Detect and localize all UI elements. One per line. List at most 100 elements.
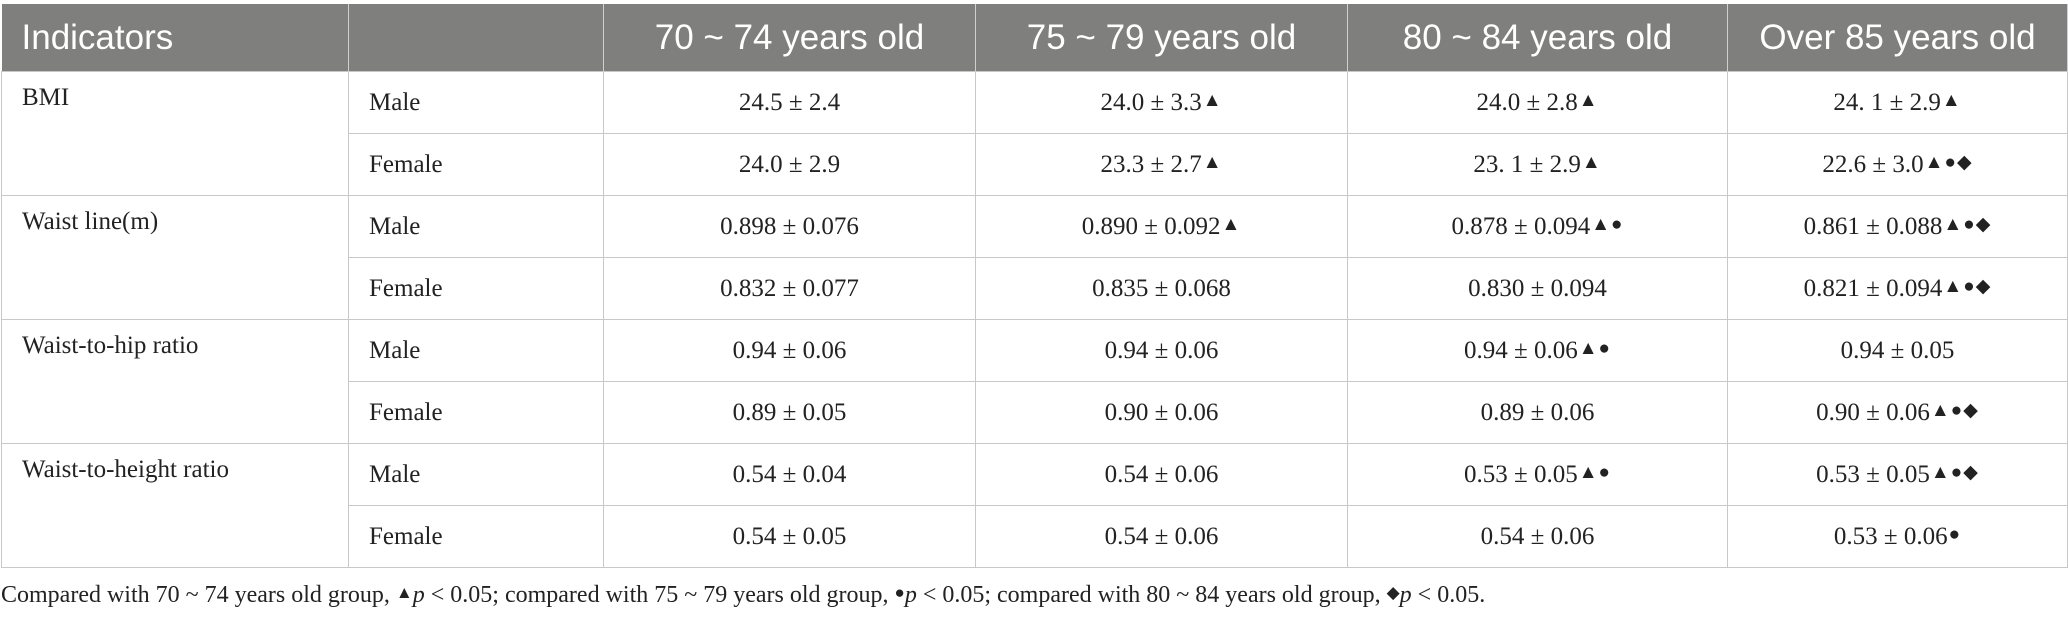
footnote-text: < 0.05; compared with 75 ~ 79 years old … [424, 582, 895, 608]
value-cell: 0.89 ± 0.05 [603, 381, 976, 444]
value-cell: 0.54 ± 0.06 [1347, 505, 1728, 568]
results-table: Indicators 70 ~ 74 years old 75 ~ 79 yea… [1, 4, 2068, 568]
value-cell: 24.5 ± 2.4 [603, 71, 976, 134]
value-cell: 0.861 ± 0.088▲●◆ [1727, 195, 2068, 258]
value-text: 0.54 ± 0.05 [732, 522, 847, 550]
value-text: 0.90 ± 0.06 [1104, 398, 1219, 426]
significance-marker-icon: ▲ [1578, 89, 1599, 111]
value-text: 0.54 ± 0.04 [732, 460, 847, 488]
value-cell: 0.890 ± 0.092▲ [975, 195, 1348, 258]
value-cell: 0.878 ± 0.094▲● [1347, 195, 1728, 258]
value-cell: 0.94 ± 0.06 [975, 319, 1348, 382]
value-cell: 0.90 ± 0.06 [975, 381, 1348, 444]
sex-label: Female [348, 505, 604, 568]
p-symbol: p [904, 582, 917, 608]
value-text: 0.94 ± 0.06 [732, 336, 847, 364]
triangle-marker-icon: ▲ [395, 583, 413, 602]
footnote-text: < 0.05. [1411, 582, 1486, 608]
significance-marker-icon: ▲●◆ [1930, 399, 1979, 421]
value-cell: 24.0 ± 2.8▲ [1347, 71, 1728, 134]
value-cell: 22.6 ± 3.0▲●◆ [1727, 133, 2068, 196]
value-text: 24.0 ± 3.3 [1100, 88, 1202, 116]
significance-marker-icon: ▲ [1941, 89, 1962, 111]
value-text: 0.94 ± 0.06 [1463, 336, 1578, 364]
value-text: 24.5 ± 2.4 [738, 88, 841, 116]
value-cell: 0.94 ± 0.05 [1727, 319, 2068, 382]
significance-marker-icon: ▲● [1591, 213, 1624, 235]
value-text: 0.835 ± 0.068 [1092, 274, 1231, 302]
table-row: Female 0.89 ± 0.05 0.90 ± 0.06 0.89 ± 0.06 0… [2, 381, 2068, 444]
significance-marker-icon: ▲●◆ [1930, 461, 1979, 483]
value-text: 0.53 ± 0.05 [1816, 460, 1930, 488]
table-row: Female 0.832 ± 0.077 0.835 ± 0.068 0.830 ± … [2, 257, 2068, 320]
value-cell: 24.0 ± 2.9 [603, 133, 976, 196]
significance-marker-icon: ▲ [1221, 213, 1242, 235]
indicator-label: Waist-to-hip ratio [1, 319, 349, 444]
header-row: Indicators 70 ~ 74 years old 75 ~ 79 yea… [1, 4, 2068, 72]
header-age-80-84: 80 ~ 84 years old [1347, 4, 1728, 72]
value-cell: 0.821 ± 0.094▲●◆ [1727, 257, 2068, 320]
value-cell: 0.53 ± 0.06● [1727, 505, 2068, 568]
p-symbol: p [412, 582, 425, 608]
value-text: 22.6 ± 3.0 [1822, 150, 1924, 178]
table-row: Waist-to-height ratio Male 0.54 ± 0.04 0.54… [1, 443, 2068, 568]
value-cell: 0.54 ± 0.05 [603, 505, 976, 568]
table-row: Waist-to-hip ratio Male 0.94 ± 0.06 0.94 ± … [1, 319, 2068, 444]
table-row: Female 24.0 ± 2.9 23.3 ± 2.7▲ 23. 1 ± 2.9▲ 2… [2, 133, 2068, 196]
value-cell: 0.54 ± 0.06 [975, 443, 1348, 506]
p-symbol: p [1399, 582, 1412, 608]
value-cell: 0.90 ± 0.06▲●◆ [1727, 381, 2068, 444]
value-cell: 0.53 ± 0.05▲●◆ [1727, 443, 2068, 506]
footnote-text: < 0.05; compared with 80 ~ 84 years old … [916, 582, 1387, 608]
significance-marker-icon: ● [1948, 523, 1962, 545]
value-cell: 0.832 ± 0.077 [603, 257, 976, 320]
value-cell: 0.53 ± 0.05▲● [1347, 443, 1728, 506]
diamond-marker-icon: ◆ [1386, 583, 1400, 602]
value-text: 0.898 ± 0.076 [720, 212, 859, 240]
value-cell: 24.0 ± 3.3▲ [975, 71, 1348, 134]
significance-marker-icon: ▲● [1578, 337, 1611, 359]
value-cell: 23. 1 ± 2.9▲ [1347, 133, 1728, 196]
value-cell: 0.835 ± 0.068 [975, 257, 1348, 320]
significance-marker-icon: ▲●◆ [1924, 151, 1973, 173]
sex-label: Female [348, 381, 604, 444]
value-text: 0.821 ± 0.094 [1803, 274, 1943, 302]
value-text: 0.832 ± 0.077 [720, 274, 859, 302]
value-text: 0.89 ± 0.05 [732, 398, 847, 426]
value-cell: 0.830 ± 0.094 [1347, 257, 1728, 320]
value-text: 0.890 ± 0.092 [1081, 212, 1221, 240]
value-cell: 23.3 ± 2.7▲ [975, 133, 1348, 196]
value-text: 24.0 ± 2.8 [1476, 88, 1578, 116]
value-text: 0.54 ± 0.06 [1104, 460, 1219, 488]
sex-label: Male [348, 71, 604, 134]
value-text: 0.53 ± 0.06 [1833, 522, 1948, 550]
significance-marker-icon: ▲ [1581, 151, 1602, 173]
value-cell: 0.94 ± 0.06 [603, 319, 976, 382]
value-text: 0.94 ± 0.06 [1104, 336, 1219, 364]
footnote: Compared with 70 ~ 74 years old group, ▲… [1, 582, 1485, 609]
significance-marker-icon: ▲ [1202, 151, 1223, 173]
value-cell: 0.94 ± 0.06▲● [1347, 319, 1728, 382]
footnote-text: Compared with 70 ~ 74 years old group, [1, 582, 396, 608]
significance-marker-icon: ▲●◆ [1943, 275, 1992, 297]
table-row: BMI Male 24.5 ± 2.4 24.0 ± 3.3▲ 24.0 ± 2.8▲ 2… [1, 71, 2068, 196]
significance-marker-icon: ▲●◆ [1943, 213, 1992, 235]
indicator-label: Waist-to-height ratio [1, 443, 349, 568]
indicator-label: Waist line(m) [1, 195, 349, 320]
sex-label: Female [348, 257, 604, 320]
value-text: 0.830 ± 0.094 [1468, 274, 1607, 302]
header-sex [348, 4, 604, 72]
header-indicators: Indicators [1, 4, 349, 72]
value-text: 0.861 ± 0.088 [1803, 212, 1943, 240]
value-cell: 0.54 ± 0.06 [975, 505, 1348, 568]
significance-marker-icon: ▲ [1202, 89, 1223, 111]
table-row: Female 0.54 ± 0.05 0.54 ± 0.06 0.54 ± 0.06 0… [2, 505, 2068, 568]
significance-marker-icon: ▲● [1578, 461, 1611, 483]
value-text: 0.53 ± 0.05 [1463, 460, 1578, 488]
indicator-label: BMI [1, 71, 349, 196]
table-row: Waist line(m) Male 0.898 ± 0.076 0.890 ± 0.… [1, 195, 2068, 320]
sex-label: Female [348, 133, 604, 196]
header-age-70-74: 70 ~ 74 years old [603, 4, 976, 72]
value-text: 23. 1 ± 2.9 [1473, 150, 1581, 178]
value-text: 0.90 ± 0.06 [1816, 398, 1930, 426]
